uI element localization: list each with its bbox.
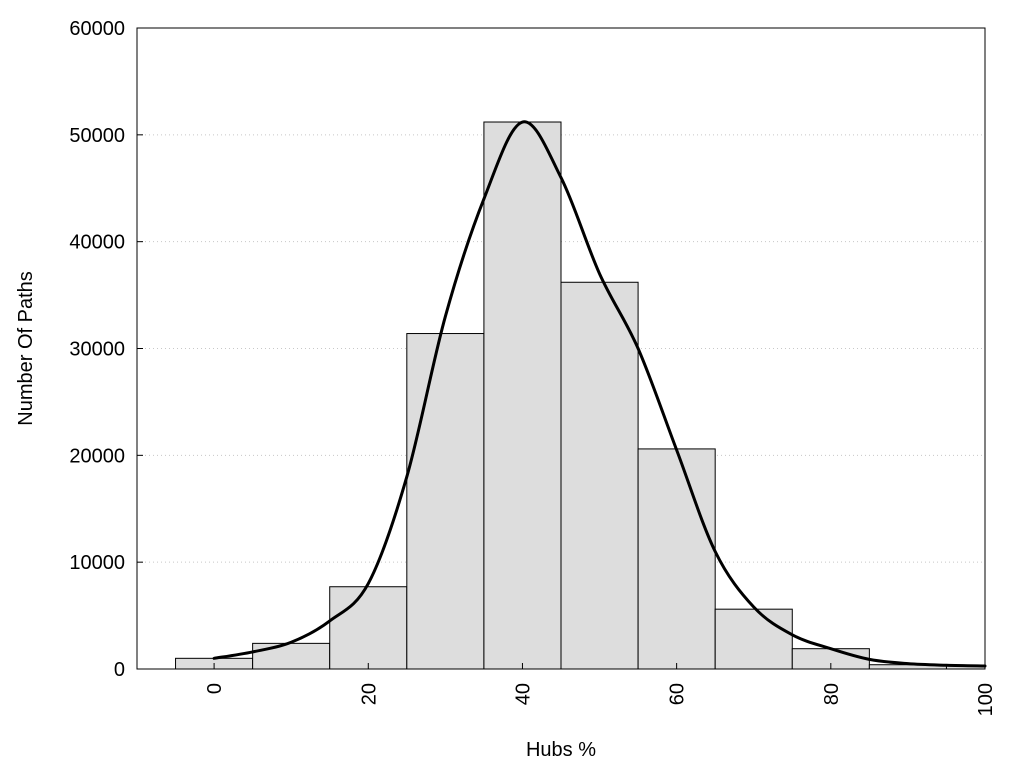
- y-tick-label: 30000: [69, 339, 125, 361]
- histogram-bar: [714, 608, 793, 670]
- y-axis-ticks: 0 10000 20000 30000 40000 50000 60000: [69, 18, 143, 681]
- histogram-bar: [329, 586, 408, 670]
- density-curve: [212, 120, 987, 668]
- x-tick-label: 0: [204, 683, 226, 694]
- x-tick-label: 40: [512, 683, 534, 705]
- y-tick-label: 20000: [69, 445, 125, 467]
- y-tick-label: 60000: [69, 18, 125, 40]
- histogram-bar: [637, 448, 716, 670]
- y-axis-label: Number Of Paths: [15, 271, 37, 426]
- histogram-bar: [483, 121, 562, 670]
- histogram-bar: [252, 642, 331, 670]
- x-tick-label: 60: [667, 683, 689, 705]
- histogram-bars: [175, 121, 986, 670]
- x-axis-label: Hubs %: [526, 739, 596, 761]
- y-tick-label: 10000: [69, 552, 125, 574]
- y-tick-label: 0: [114, 659, 125, 681]
- x-tick-label: 100: [975, 683, 997, 716]
- x-axis-ticks: 0 20 40 60 80 100: [204, 663, 997, 716]
- y-tick-label: 50000: [69, 125, 125, 147]
- x-tick-label: 80: [821, 683, 843, 705]
- histogram-bar: [406, 333, 485, 670]
- y-tick-label: 40000: [69, 232, 125, 254]
- x-tick-label: 20: [358, 683, 380, 705]
- histogram-bar: [560, 281, 639, 670]
